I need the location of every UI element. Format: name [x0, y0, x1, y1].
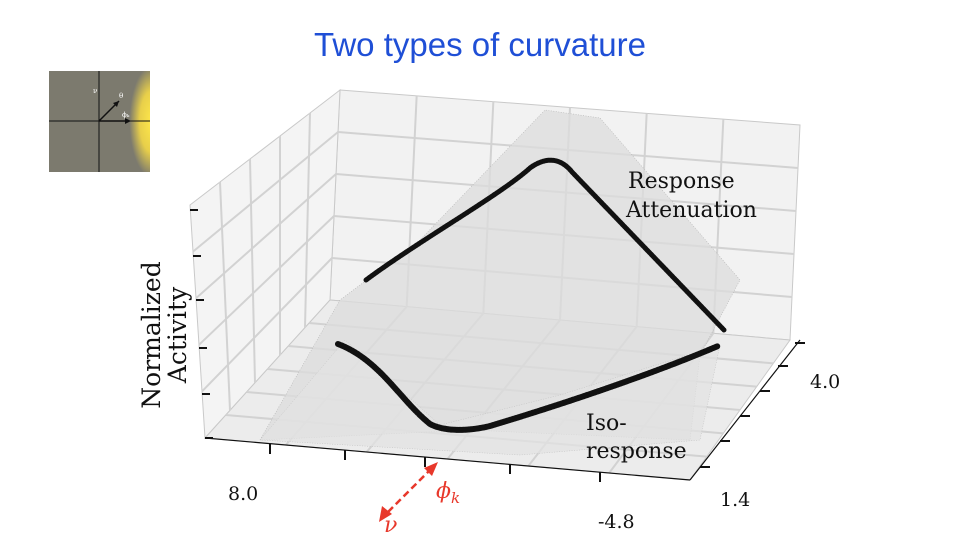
- x-axis-line: [204, 437, 691, 481]
- response-attenuation-curve: [363, 157, 727, 333]
- grid-line: [219, 181, 231, 411]
- activity-surface: [259, 109, 741, 441]
- z-axis-label-line2: Activity: [163, 286, 192, 384]
- annotation-attenuation: Attenuation: [625, 198, 757, 223]
- iso-response-curve: [335, 341, 721, 433]
- grid-line: [192, 131, 339, 253]
- z-axis-label-line1: Normalized: [137, 261, 166, 408]
- left-wall-grid: [192, 112, 339, 411]
- nu-arrowhead: [379, 506, 392, 522]
- annotation-response: Response: [628, 169, 735, 194]
- x-axis-ticks: [269, 444, 601, 482]
- y-tick-label-4: 4.0: [810, 371, 840, 393]
- nu-label: ν: [384, 513, 397, 538]
- grid-line: [201, 257, 333, 393]
- y-tick-label-1-4: 1.4: [720, 489, 750, 511]
- grid-line: [195, 173, 337, 299]
- x-tick-label-neg4-8: -4.8: [598, 511, 635, 533]
- x-tick-label-8: 8.0: [228, 483, 258, 505]
- phi-k-label: ϕk: [436, 479, 460, 507]
- y-axis-ticks: [700, 342, 805, 468]
- grid-line: [304, 112, 311, 328]
- inset-label-v: ν: [93, 87, 97, 95]
- inset-label-theta: θ: [119, 92, 123, 100]
- y-axis-line: [689, 339, 801, 481]
- inset-label-phi: ϕₖ: [122, 111, 130, 119]
- annotation-iso: Iso-: [586, 411, 627, 436]
- inset-thumbnail: ν θ ϕₖ: [49, 71, 150, 172]
- phi-arrowhead: [424, 462, 438, 476]
- annotation-response-bottom: response: [586, 439, 687, 464]
- grid-line: [249, 158, 256, 383]
- grid-line: [198, 215, 335, 346]
- slide-title: Two types of curvature: [314, 26, 646, 63]
- direction-arrow-shaft: [387, 469, 431, 513]
